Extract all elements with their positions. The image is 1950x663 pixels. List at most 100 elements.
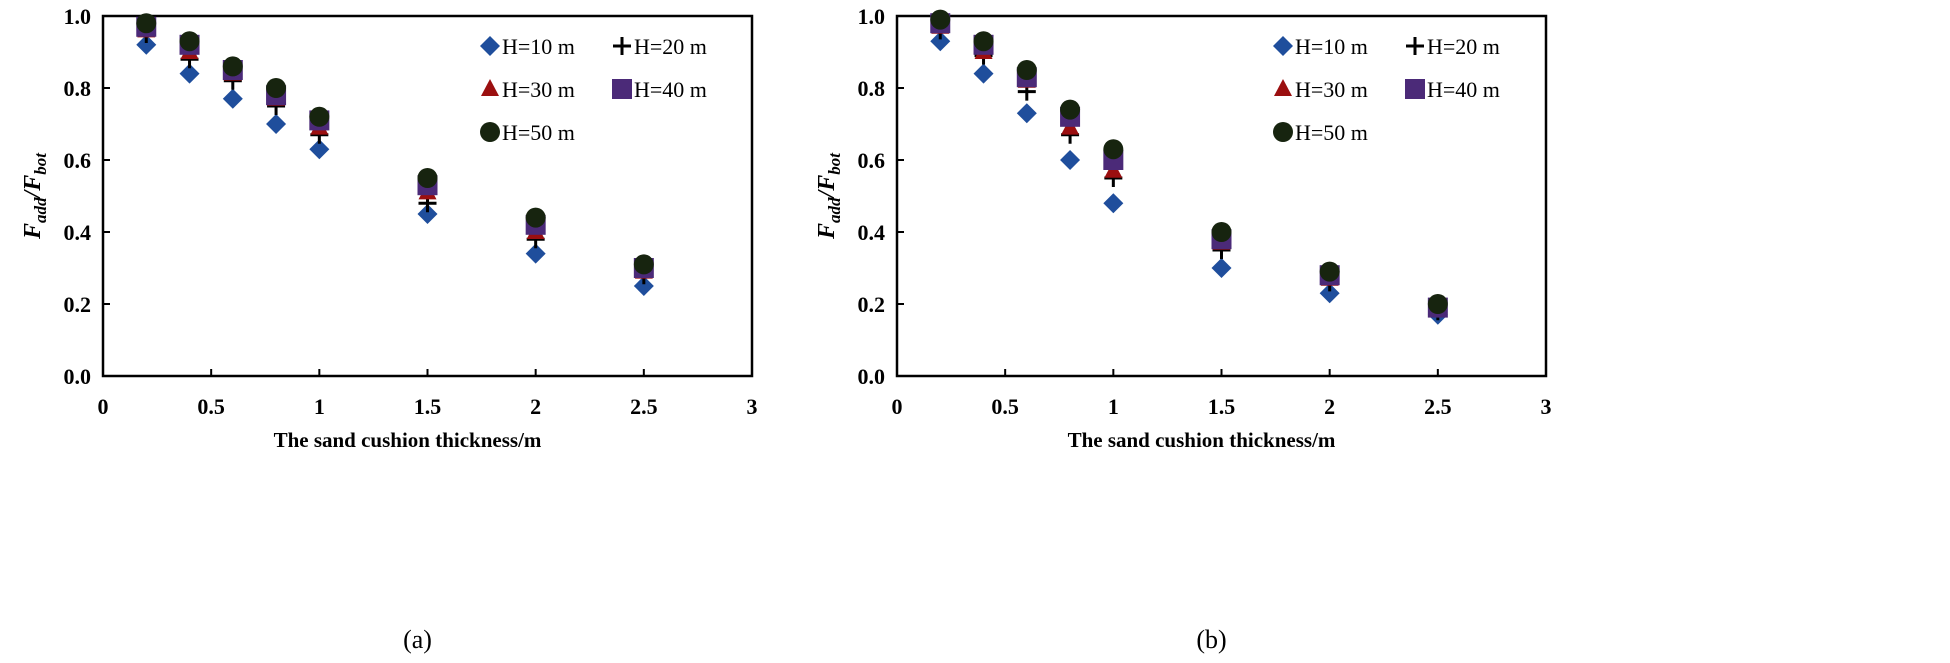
series-H50m	[136, 13, 654, 275]
series-H30m	[931, 16, 1447, 315]
data-point	[417, 204, 438, 224]
data-point	[1319, 283, 1340, 304]
data-point	[1060, 150, 1081, 170]
y-axis-label-part: bot	[31, 152, 50, 175]
legend-marker-square-icon	[1405, 79, 1425, 99]
x-tick-label: 1	[1108, 394, 1119, 419]
x-axis-label: The sand cushion thickness/m	[274, 428, 542, 452]
data-point	[1103, 139, 1124, 160]
y-tick-label: 0.0	[858, 364, 886, 389]
x-tick-label: 2.5	[630, 394, 658, 419]
x-tick-label: 0	[98, 394, 109, 419]
legend-marker-plus-icon	[1406, 37, 1424, 55]
legend: H=10 m H=20 m H=30 m H=40 m H=50 m	[1273, 34, 1500, 145]
data-point	[179, 63, 200, 84]
legend-marker-square-icon	[612, 79, 632, 99]
x-tick-label: 1.5	[414, 394, 442, 419]
x-tick-label: 2	[1324, 394, 1335, 419]
x-tick-label: 0.5	[197, 394, 225, 419]
data-point	[1427, 294, 1448, 314]
y-axis-label-part: bot	[825, 152, 844, 175]
chart-panel-b: 0.0 0.2 0.4 0.6 0.8 1.0 0 0.5 1 1.5 2 2.5 3 The sand …	[814, 4, 1552, 654]
data-point	[973, 63, 994, 84]
series-H40m	[930, 13, 1448, 318]
x-tick-label: 0.5	[991, 394, 1019, 419]
legend-label: H=30 m	[1295, 77, 1368, 102]
legend-marker-plus-icon	[613, 37, 631, 55]
x-tick-label: 0	[892, 394, 903, 419]
data-point	[1211, 258, 1232, 278]
data-point	[1211, 222, 1232, 242]
legend-marker-circle-icon	[480, 122, 500, 142]
data-point	[222, 56, 243, 77]
chart-panel-a: 0.0 0.2 0.4 0.6 0.8 1.0 0 0.5 1 1.5 2 2.5 3 The sand …	[20, 4, 758, 654]
series-H10m	[136, 34, 654, 296]
x-tick-label: 2	[530, 394, 541, 419]
data-point	[930, 9, 951, 30]
y-axis-label: Fadd/Fbot	[814, 152, 844, 240]
panel-caption: (a)	[403, 625, 432, 654]
data-point	[1103, 193, 1124, 214]
data-point	[930, 31, 951, 52]
y-tick-label: 0.2	[858, 292, 886, 317]
legend-label: H=20 m	[1427, 34, 1500, 59]
data-point	[1319, 261, 1340, 282]
y-tick-label: 1.0	[858, 4, 886, 29]
data-point	[1016, 60, 1037, 80]
y-tick-label: 0.2	[64, 292, 92, 317]
legend-marker-triangle-icon	[481, 79, 499, 96]
legend-label: H=40 m	[1427, 77, 1500, 102]
legend-label: H=10 m	[1295, 34, 1368, 59]
data-point	[136, 34, 157, 55]
legend-marker-triangle-icon	[1274, 79, 1292, 96]
data-point	[179, 31, 200, 52]
y-tick-label: 0.6	[858, 148, 886, 173]
y-tick-label: 1.0	[64, 4, 92, 29]
series-H20m	[137, 25, 653, 285]
data-point	[1016, 103, 1037, 124]
data-point	[973, 31, 994, 52]
y-axis-label-part: F	[20, 223, 46, 240]
y-axis-label-part: F	[814, 223, 840, 240]
series-H10m	[930, 31, 1448, 325]
data-point	[525, 207, 546, 228]
y-axis-label-part: /F	[814, 175, 840, 200]
legend-label: H=20 m	[634, 34, 707, 59]
legend-label: H=10 m	[502, 34, 575, 59]
data-point	[417, 168, 438, 188]
x-tick-label: 3	[1541, 394, 1552, 419]
data-point	[309, 106, 330, 127]
legend-label: H=50 m	[502, 120, 575, 145]
legend-label: H=50 m	[1295, 120, 1368, 145]
series-H30m	[137, 20, 653, 279]
data-point	[309, 139, 330, 160]
y-tick-label: 0.4	[858, 220, 886, 245]
y-tick-label: 0.6	[64, 148, 92, 173]
legend-marker-diamond-icon	[1273, 36, 1293, 56]
series-H50m	[930, 9, 1448, 314]
legend: H=10 m H=20 m H=30 m H=40 m H=50 m	[480, 34, 707, 145]
data-point	[633, 276, 654, 296]
data-point	[266, 114, 287, 134]
data-point	[1060, 99, 1081, 120]
data-point	[222, 88, 243, 109]
y-axis-label-part: /F	[20, 175, 46, 200]
y-axis-label: Fadd/Fbot	[20, 152, 50, 240]
y-tick-label: 0.8	[64, 76, 92, 101]
x-tick-label: 2.5	[1424, 394, 1452, 419]
x-tick-label: 1	[314, 394, 325, 419]
legend-marker-diamond-icon	[480, 36, 500, 56]
plot-frame	[895, 14, 1548, 378]
y-tick-label: 0.0	[64, 364, 92, 389]
x-tick-label: 3	[747, 394, 758, 419]
y-axis-label-part: add	[825, 197, 844, 223]
data-point	[136, 13, 157, 34]
data-point	[266, 78, 287, 98]
data-point	[633, 254, 654, 275]
y-axis-label-part: add	[31, 197, 50, 223]
legend-label: H=40 m	[634, 77, 707, 102]
panel-caption: (b)	[1196, 625, 1226, 654]
data-point	[525, 243, 546, 264]
series-H40m	[136, 16, 654, 278]
